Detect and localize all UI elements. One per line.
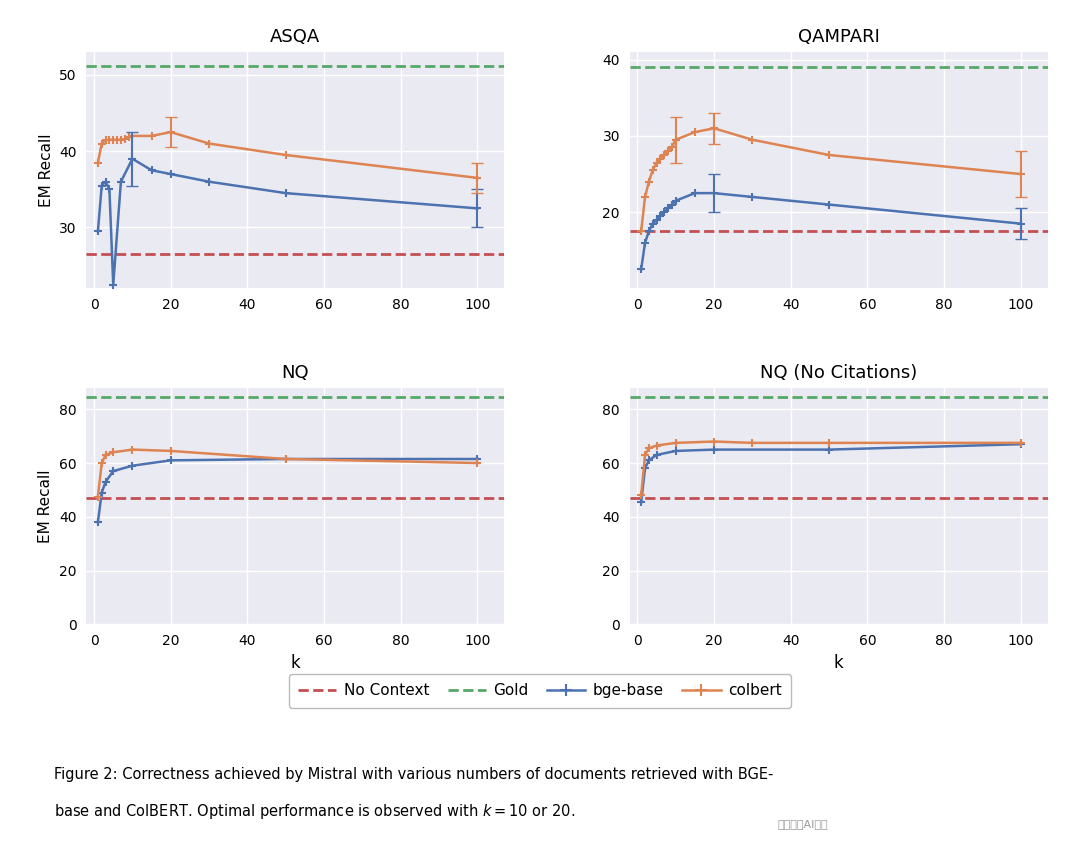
Legend: No Context, Gold, bge-base, colbert: No Context, Gold, bge-base, colbert xyxy=(288,675,792,707)
Text: base and ColBERT. Optimal performance is observed with $k = 10$ or 20.: base and ColBERT. Optimal performance is… xyxy=(54,802,576,821)
Y-axis label: EM Recall: EM Recall xyxy=(39,134,54,207)
X-axis label: k: k xyxy=(291,654,300,672)
Title: NQ (No Citations): NQ (No Citations) xyxy=(760,364,917,382)
Y-axis label: EM Recall: EM Recall xyxy=(39,469,54,543)
Title: QAMPARI: QAMPARI xyxy=(798,29,879,46)
X-axis label: k: k xyxy=(834,654,843,672)
Title: ASQA: ASQA xyxy=(270,29,321,46)
Text: Figure 2: Correctness achieved by Mistral with various numbers of documents retr: Figure 2: Correctness achieved by Mistra… xyxy=(54,767,773,782)
Text: 公众号・AI帝国: 公众号・AI帝国 xyxy=(778,819,828,830)
Title: NQ: NQ xyxy=(282,364,309,382)
